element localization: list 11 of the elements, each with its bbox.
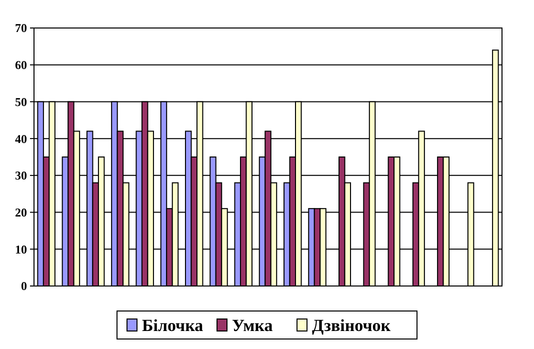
legend-label: Дзвіночок — [312, 316, 391, 335]
y-tick-label: 20 — [15, 205, 27, 220]
y-tick-label: 30 — [15, 168, 27, 183]
y-tick-label: 10 — [15, 242, 27, 256]
y-tick-label: 70 — [15, 21, 27, 36]
y-tick-label: 50 — [15, 94, 27, 109]
legend-label: Білочка — [142, 316, 204, 335]
y-tick-label: 60 — [15, 58, 27, 72]
legend-label: Умка — [232, 316, 274, 335]
y-tick-label: 40 — [15, 132, 27, 146]
y-tick-label: 0 — [21, 279, 27, 294]
